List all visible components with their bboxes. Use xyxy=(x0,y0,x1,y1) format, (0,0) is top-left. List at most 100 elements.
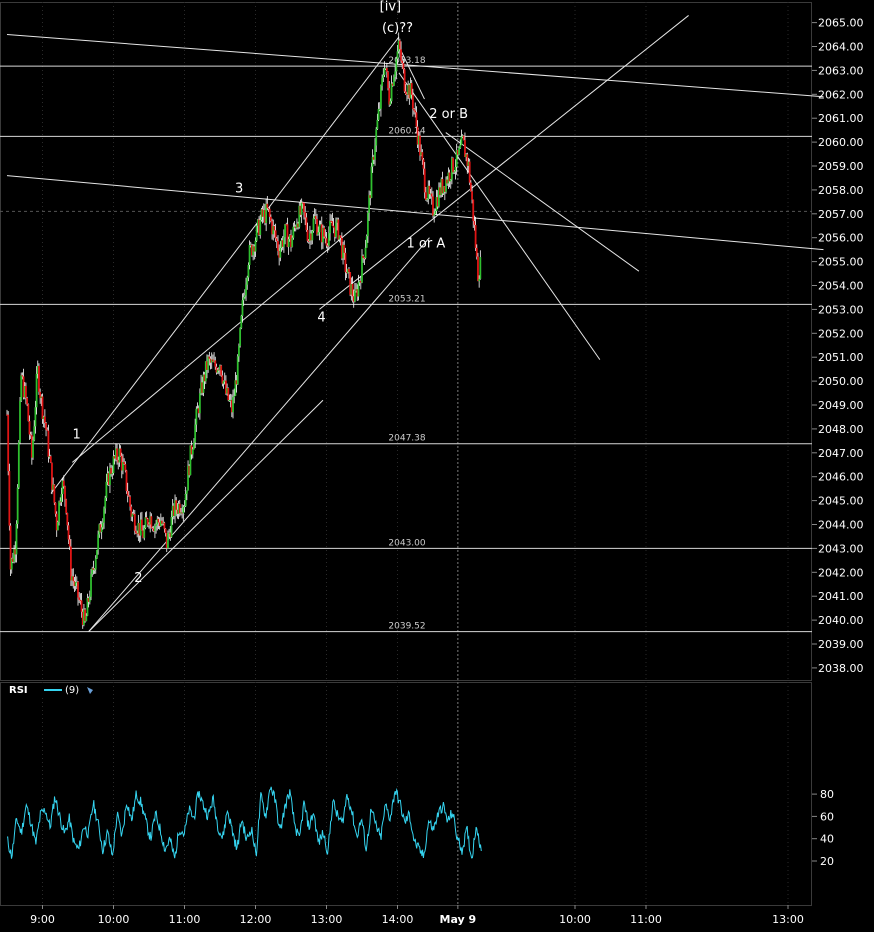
candle-body xyxy=(80,600,83,612)
candle-body xyxy=(456,150,459,155)
candle-body xyxy=(177,503,180,514)
candle-body xyxy=(280,240,283,249)
candle-body xyxy=(48,456,51,458)
candle-body xyxy=(210,359,213,363)
candle-body xyxy=(318,224,321,233)
rsi-tick-label: 60 xyxy=(820,810,834,823)
price-tick-label: 2057.00 xyxy=(818,208,864,221)
candle-body xyxy=(394,71,397,78)
candle-body xyxy=(133,514,136,531)
candle-body xyxy=(258,219,260,236)
candle-body xyxy=(466,154,469,166)
candle-body xyxy=(8,471,11,526)
candle-body xyxy=(256,219,259,226)
candle-body xyxy=(451,157,453,180)
price-tick-label: 2047.00 xyxy=(818,447,864,460)
candle-body xyxy=(413,108,415,111)
candle-body xyxy=(46,429,49,431)
candle-body xyxy=(7,414,10,472)
candle-body xyxy=(129,496,131,507)
candle-body xyxy=(311,231,314,241)
candle-body xyxy=(167,533,169,549)
candle-body xyxy=(164,528,167,534)
price-tick-label: 2065.00 xyxy=(818,17,864,30)
candle-body xyxy=(400,49,402,61)
candle-body xyxy=(58,501,60,523)
candle-body xyxy=(395,58,398,72)
candle-body xyxy=(119,448,122,456)
candle-body xyxy=(281,240,284,247)
candle-body xyxy=(320,224,323,243)
candle-body xyxy=(362,255,365,258)
candle-body xyxy=(374,145,376,160)
time-tick-label: May 9 xyxy=(440,913,477,926)
candle-body xyxy=(120,455,123,471)
candle-body xyxy=(32,440,34,458)
candle-body xyxy=(74,582,77,587)
wave-label: 4 xyxy=(317,310,325,325)
candle-body xyxy=(389,101,392,105)
candle-body xyxy=(361,255,363,283)
trendline xyxy=(88,237,430,632)
candle-body xyxy=(34,407,37,427)
candle-body xyxy=(168,532,171,534)
candle-body xyxy=(443,186,446,192)
candle-body xyxy=(429,193,432,195)
time-tick-label: 11:00 xyxy=(169,913,201,926)
candle-body xyxy=(376,119,379,130)
candle-body xyxy=(146,519,149,525)
candle-body xyxy=(310,233,313,241)
candle-body xyxy=(10,558,13,570)
time-tick-label: 13:00 xyxy=(311,913,343,926)
candle-body xyxy=(277,241,279,251)
candle-body xyxy=(87,598,90,602)
candle-body xyxy=(290,234,292,248)
candle-body xyxy=(116,448,118,460)
candle-body xyxy=(268,209,271,217)
candle-body xyxy=(453,171,456,173)
candles xyxy=(6,32,482,629)
candle-body xyxy=(39,391,42,399)
candle-body xyxy=(65,499,68,513)
candle-body xyxy=(198,393,201,414)
candle-body xyxy=(213,360,215,362)
candle-body xyxy=(401,60,404,64)
candle-body xyxy=(100,527,103,533)
candle-body xyxy=(473,220,476,225)
candle-body xyxy=(253,246,256,252)
candle-body xyxy=(233,395,236,398)
candle-body xyxy=(439,187,441,196)
candle-body xyxy=(422,159,425,169)
candle-body xyxy=(464,140,466,158)
candle-body xyxy=(468,161,471,183)
candle-body xyxy=(474,224,477,248)
candle-body xyxy=(22,376,25,398)
price-tick-label: 2051.00 xyxy=(818,351,864,364)
candle-body xyxy=(365,236,368,248)
candle-body xyxy=(387,71,389,89)
candle-body xyxy=(43,416,46,424)
level-label: 2060.24 xyxy=(388,126,425,136)
candle-body xyxy=(427,185,430,200)
candle-body xyxy=(109,467,111,485)
candle-body xyxy=(300,202,303,215)
candle-body xyxy=(249,244,252,246)
candle-body xyxy=(397,40,400,52)
candle-body xyxy=(441,178,444,194)
candle-body xyxy=(248,245,251,266)
candle-body xyxy=(332,225,335,228)
candle-body xyxy=(194,424,197,443)
candle-body xyxy=(14,549,17,555)
candle-body xyxy=(132,513,135,515)
trendline xyxy=(6,34,824,98)
candle-body xyxy=(78,597,81,600)
wave-label: 1 or A xyxy=(407,236,446,251)
candle-body xyxy=(326,245,329,247)
candle-body xyxy=(163,522,166,529)
level-label: 2039.52 xyxy=(388,622,425,632)
candle-body xyxy=(477,256,479,282)
candle-body xyxy=(273,226,276,231)
candle-body xyxy=(388,88,391,105)
candle-body xyxy=(312,218,315,232)
trendline xyxy=(50,36,400,494)
